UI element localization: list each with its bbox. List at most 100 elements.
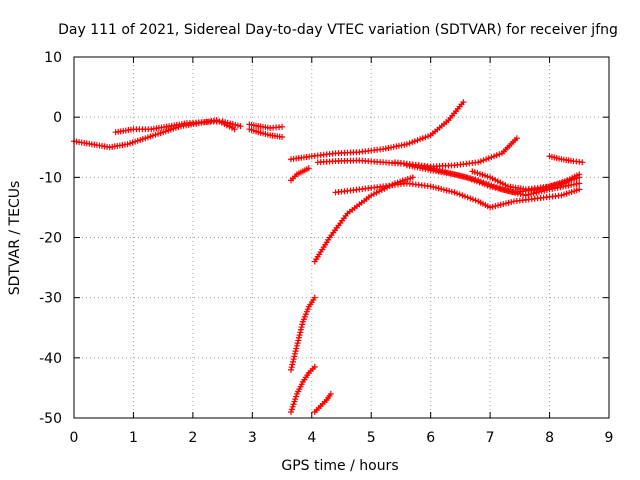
data-point [505,199,512,206]
data-point [469,196,476,203]
data-point [485,155,492,162]
data-point [538,188,545,195]
y-tick-label: -30 [39,291,62,307]
data-point [288,364,295,371]
x-tick-label: 9 [605,430,614,446]
data-point [450,170,457,177]
data-point [381,185,388,192]
data-point [305,165,312,172]
data-point [500,186,507,193]
data-point [431,166,438,173]
data-point [428,165,435,172]
data-point [290,356,297,363]
data-point [497,201,504,208]
data-point [294,340,301,347]
data-point [460,99,467,106]
x-tick-label: 4 [307,430,316,446]
data-point [487,183,494,190]
data-point [451,189,458,196]
data-point [289,361,296,368]
series-arc-5 [287,99,467,163]
data-point [475,159,482,166]
data-point [434,166,441,173]
data-point [462,193,469,200]
grid [74,57,609,418]
series-arc-13 [311,174,416,265]
data-point [502,187,509,194]
data-point [376,188,383,195]
series-arc-6 [287,165,312,184]
data-point [495,185,502,192]
data-point [473,178,480,185]
data-point [409,139,416,146]
data-point [297,326,304,333]
data-point [479,180,486,187]
data-point [442,168,449,175]
data-point [468,176,475,183]
data-point [293,345,300,352]
data-point [488,154,495,161]
y-axis-label: SDTVAR / TECUs [7,181,23,296]
data-point [298,324,305,331]
data-point [440,186,447,193]
x-tick-label: 7 [486,430,495,446]
x-tick-label: 0 [70,430,79,446]
data-point [446,188,453,195]
data-point [378,187,385,194]
data-point [370,191,377,198]
data-point [491,153,498,160]
data-point [448,188,455,195]
data-point [513,135,520,142]
data-point [476,179,483,186]
data-point [419,135,426,142]
series-arc-14 [287,294,318,373]
data-point [287,366,294,373]
data-point [418,162,425,169]
data-point [481,181,488,188]
data-point [435,185,442,192]
data-point [411,138,418,145]
data-point [430,184,437,191]
series-arc-2 [112,118,244,136]
data-point [508,199,515,206]
data-point [422,134,429,141]
data-point [414,137,421,144]
data-point [471,177,478,184]
y-tick-label: -20 [39,231,62,247]
chart-title: Day 111 of 2021, Sidereal Day-to-day VTE… [58,22,618,38]
data-point [231,126,238,133]
data-point [447,170,454,177]
data-point [426,164,433,171]
series-arc-16 [311,390,334,415]
data-point [465,175,472,182]
data-point [492,203,499,210]
data-point [427,183,434,190]
y-tick-labels: 10 0 -10 -20 -30 -40 -50 [39,50,62,427]
y-tick-label: -10 [39,170,62,186]
data-point [443,187,450,194]
data-point [528,191,535,198]
y-tick-label: -40 [39,351,62,367]
data-point [291,353,298,360]
data-point [472,197,479,204]
data-point [505,188,512,195]
series-arc-12 [546,153,586,166]
x-tick-label: 5 [367,430,376,446]
data-point [368,192,375,199]
data-point [530,190,537,197]
data-point [500,201,507,208]
data-point [295,334,302,341]
data-point [436,167,443,174]
data-point [421,163,428,170]
data-point [311,363,318,370]
data-point [415,162,422,169]
data-point [459,192,466,199]
series-line [314,393,332,413]
data-point [458,172,465,179]
data-point [456,191,463,198]
data-point [464,194,471,201]
data-point [423,164,430,171]
data-point [292,348,299,355]
data-point [452,171,459,178]
